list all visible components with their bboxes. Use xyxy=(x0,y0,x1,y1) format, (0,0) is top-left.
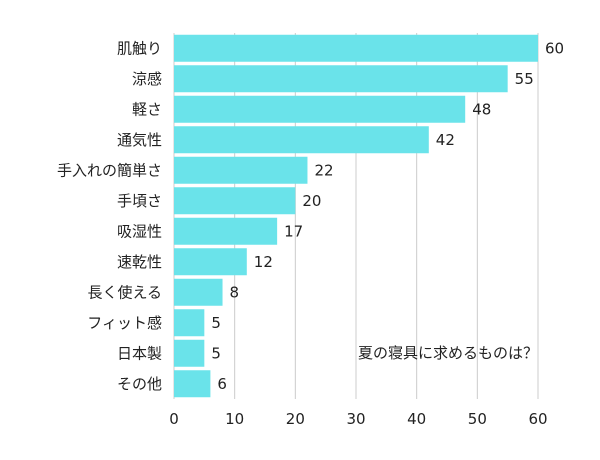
category-label: フィット感 xyxy=(87,314,162,332)
category-label: 手頃さ xyxy=(117,192,162,210)
category-label: 長く使える xyxy=(87,283,162,301)
bar xyxy=(174,278,223,306)
x-tick-label: 50 xyxy=(468,410,487,428)
bar xyxy=(174,95,466,123)
category-label: 日本製 xyxy=(117,344,162,362)
bar xyxy=(174,34,538,62)
gridlines xyxy=(173,33,539,399)
x-tick-label: 0 xyxy=(169,410,179,428)
x-tick-label: 20 xyxy=(286,410,305,428)
category-labels: 肌触り涼感軽さ通気性手入れの簡単さ手頃さ吸湿性速乾性長く使えるフィット感日本製そ… xyxy=(57,39,162,393)
bar xyxy=(174,217,278,245)
value-label: 48 xyxy=(472,100,491,118)
x-axis-ticks: 0 10 20 30 40 50 60 xyxy=(169,410,547,428)
x-tick-label: 40 xyxy=(407,410,426,428)
bar xyxy=(174,65,508,93)
x-tick-label: 30 xyxy=(346,410,365,428)
value-label: 12 xyxy=(254,253,273,271)
value-label: 5 xyxy=(211,314,221,332)
chart-annotation: 夏の寝具に求めるものは？ xyxy=(358,344,538,362)
value-label: 17 xyxy=(284,222,303,240)
category-label: 速乾性 xyxy=(117,253,162,271)
value-label: 20 xyxy=(302,192,321,210)
category-label: 涼感 xyxy=(132,70,162,88)
value-label: 55 xyxy=(515,70,534,88)
bar xyxy=(174,156,308,184)
value-label: 22 xyxy=(314,161,333,179)
value-label: 42 xyxy=(436,131,455,149)
bars-group xyxy=(174,34,538,398)
category-label: 肌触り xyxy=(117,39,162,57)
bar xyxy=(174,187,296,215)
category-label: その他 xyxy=(117,375,162,393)
bar xyxy=(174,339,205,367)
bar xyxy=(174,248,247,276)
category-label: 吸湿性 xyxy=(117,222,162,240)
bar xyxy=(174,126,429,154)
value-label: 6 xyxy=(217,375,227,393)
x-tick-label: 10 xyxy=(225,410,244,428)
bar xyxy=(174,309,205,337)
value-label: 5 xyxy=(211,344,221,362)
category-label: 軽さ xyxy=(132,100,162,118)
x-tick-label: 60 xyxy=(528,410,547,428)
bar xyxy=(174,370,211,398)
value-label: 60 xyxy=(545,39,564,57)
category-label: 手入れの簡単さ xyxy=(57,161,162,179)
category-label: 通気性 xyxy=(117,131,162,149)
value-label: 8 xyxy=(230,283,240,301)
